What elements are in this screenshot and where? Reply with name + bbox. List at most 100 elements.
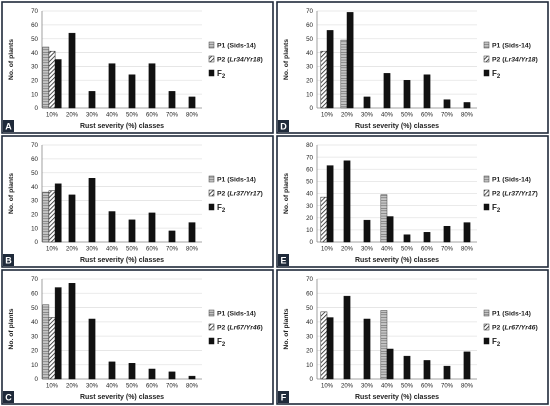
- legend: P1 (Sids-14) P2 (Lr67/Yr46) F2: [483, 309, 538, 348]
- x-tick-label: 50%: [401, 113, 414, 119]
- legend-swatch-p2: [208, 55, 215, 63]
- legend-label-p1: P1 (Sids-14): [217, 311, 256, 318]
- y-tick-label: 60: [31, 156, 38, 163]
- x-tick-label: 50%: [126, 247, 139, 253]
- bar-f2: [363, 96, 371, 109]
- x-tick-label: 30%: [361, 384, 374, 390]
- x-tick-label: 20%: [341, 247, 354, 253]
- y-tick-label: 20: [31, 77, 38, 84]
- bar-p2: [320, 196, 328, 243]
- x-tick-label: 20%: [66, 247, 79, 253]
- y-tick-label: 70: [31, 142, 38, 149]
- bar-f2: [463, 102, 471, 109]
- x-tick-label: 70%: [166, 113, 179, 119]
- bar-f2: [403, 234, 411, 243]
- panel-letter: F: [281, 393, 287, 403]
- bar-f2: [88, 318, 96, 380]
- x-axis-title: Rust severity (%) classes: [80, 123, 164, 130]
- x-tick-label: 60%: [421, 113, 434, 119]
- y-tick-label: 70: [306, 154, 313, 161]
- x-tick-label: 60%: [146, 113, 159, 119]
- x-tick-label: 10%: [321, 247, 334, 253]
- y-tick-label: 0: [35, 239, 39, 246]
- legend-swatch-f2: [208, 203, 215, 211]
- legend-swatch-p2: [208, 323, 215, 331]
- y-tick-label: 10: [31, 362, 38, 369]
- x-axis-title: Rust severity (%) classes: [355, 123, 439, 130]
- x-tick-label: 50%: [126, 113, 139, 119]
- x-tick-label: 60%: [146, 384, 159, 390]
- y-axis-title: No. of plants: [8, 173, 15, 214]
- y-tick-label: 10: [31, 225, 38, 232]
- y-tick-label: 40: [306, 191, 313, 198]
- x-tick-label: 20%: [66, 384, 79, 390]
- x-tick-label: 10%: [46, 247, 59, 253]
- panel-letter-box: [278, 254, 289, 266]
- legend-label-f2: F2: [492, 337, 501, 348]
- panel-letter-box: [278, 120, 289, 132]
- legend-swatch-p1: [483, 41, 490, 49]
- legend-swatch-p1: [208, 309, 215, 317]
- bar-p2: [320, 50, 328, 109]
- y-axis-title: No. of plants: [283, 39, 290, 80]
- x-tick-label: 30%: [361, 113, 374, 119]
- x-tick-label: 40%: [106, 113, 119, 119]
- panel-letter-box: [3, 120, 14, 132]
- bar-f2: [188, 96, 196, 109]
- x-tick-label: 40%: [381, 384, 394, 390]
- legend-swatch-p1: [208, 41, 215, 49]
- bar-f2: [188, 222, 196, 243]
- x-tick-label: 70%: [166, 384, 179, 390]
- y-axis-title: No. of plants: [8, 308, 15, 349]
- x-tick-label: 80%: [186, 247, 199, 253]
- bar-f2: [363, 219, 371, 243]
- bar-f2: [108, 361, 116, 380]
- panel-c: 0 10 20 30 40 50 60 70 No. of plants 10% 20% 30% 40%…: [1, 269, 274, 405]
- x-tick-label: 50%: [401, 247, 414, 253]
- bar-p1: [42, 304, 50, 380]
- y-tick-label: 40: [31, 50, 38, 57]
- legend: P1 (Sids-14) P2 (Lr37/Yr17) F2: [483, 175, 538, 214]
- bar-p1: [380, 194, 388, 243]
- x-tick-label: 10%: [46, 113, 59, 119]
- x-tick-label: 20%: [341, 384, 354, 390]
- x-tick-label: 60%: [421, 384, 434, 390]
- x-tick-label: 60%: [421, 247, 434, 253]
- bar-f2: [326, 165, 334, 243]
- y-tick-label: 10: [306, 91, 313, 98]
- y-tick-label: 40: [306, 50, 313, 57]
- panel-letter: C: [5, 393, 12, 403]
- x-axis-title: Rust severity (%) classes: [355, 394, 439, 401]
- y-tick-label: 30: [31, 333, 38, 340]
- x-tick-label: 60%: [146, 247, 159, 253]
- bar-f2: [443, 99, 451, 109]
- bar-p1: [340, 39, 348, 109]
- bar-f2: [148, 63, 156, 109]
- bar-f2: [463, 351, 471, 380]
- bar-f2: [343, 295, 351, 380]
- bar-p1: [42, 46, 50, 109]
- x-tick-label: 80%: [461, 247, 474, 253]
- legend-label-p2: P2 (Lr34/Yr18): [492, 57, 538, 64]
- y-tick-label: 20: [306, 348, 313, 355]
- panel-a: 0 10 20 30 40 50 60 70 No. of plants 10% 20% 30% 40%…: [1, 1, 274, 134]
- bar-p2: [320, 311, 328, 380]
- x-tick-label: 40%: [106, 247, 119, 253]
- legend-label-p2: P2 (Lr37/Yr17): [492, 191, 538, 198]
- y-tick-label: 0: [35, 105, 39, 112]
- bar-f2: [148, 212, 156, 243]
- panel-letter-box: [278, 391, 289, 403]
- bar-f2: [168, 230, 176, 243]
- legend-label-f2: F2: [492, 203, 501, 214]
- y-tick-label: 50: [31, 305, 38, 312]
- y-tick-label: 0: [310, 239, 314, 246]
- bar-f2: [168, 371, 176, 380]
- x-tick-label: 30%: [86, 384, 99, 390]
- bar-f2: [383, 73, 391, 109]
- legend-label-p2: P2 (Lr34/Yr18): [217, 57, 263, 64]
- bar-f2: [386, 216, 394, 243]
- legend-swatch-p2: [208, 189, 215, 197]
- legend-swatch-f2: [483, 203, 490, 211]
- x-tick-label: 80%: [186, 384, 199, 390]
